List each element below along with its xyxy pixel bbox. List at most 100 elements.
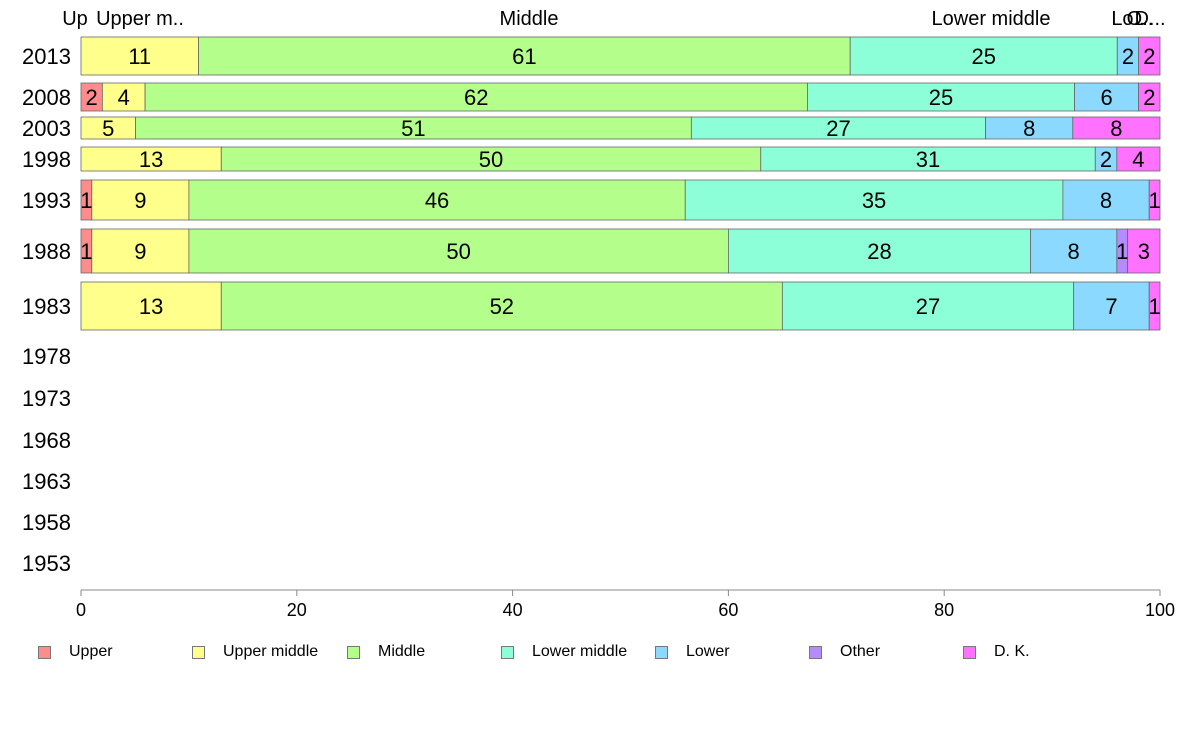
y-tick-label: 1998 <box>22 147 71 172</box>
bar-segment <box>1062 179 1150 221</box>
data-label: 2 <box>1100 147 1112 172</box>
data-label: 61 <box>512 44 536 69</box>
top-series-label: D... <box>1134 8 1165 30</box>
data-label: 27 <box>826 116 850 141</box>
bar-segment <box>80 36 199 76</box>
bar-segment <box>188 179 686 221</box>
bar-segment <box>1138 36 1161 76</box>
data-label: 35 <box>862 188 886 213</box>
data-label: 1 <box>1148 188 1160 213</box>
y-tick-label: 2003 <box>22 116 71 141</box>
legend-item: Lower middle <box>501 643 627 661</box>
y-tick-label: 1988 <box>22 239 71 264</box>
bar-segment <box>220 281 783 331</box>
data-label: 1 <box>80 239 92 264</box>
data-label: 2 <box>1143 44 1155 69</box>
y-tick-label: 1963 <box>22 469 71 494</box>
data-label: 31 <box>916 147 940 172</box>
data-label: 13 <box>139 147 163 172</box>
data-label: 8 <box>1100 188 1112 213</box>
bar-segment <box>1030 228 1118 274</box>
y-tick-label: 1953 <box>22 551 71 576</box>
data-label: 46 <box>425 188 449 213</box>
bar-segment <box>1073 281 1150 331</box>
legend-label: Other <box>840 643 881 660</box>
data-label: 13 <box>139 294 163 319</box>
data-label: 9 <box>134 239 146 264</box>
legend-swatch <box>655 645 668 659</box>
data-label: 8 <box>1068 239 1080 264</box>
bar-segment <box>91 228 190 274</box>
legend-swatch <box>192 645 205 659</box>
bar-segment <box>1127 228 1161 274</box>
y-tick-label: 1993 <box>22 188 71 213</box>
legend-swatch <box>347 645 360 659</box>
y-tick-label: 1958 <box>22 510 71 535</box>
data-label: 6 <box>1100 85 1112 110</box>
bar-segment <box>220 146 762 172</box>
x-tick-label: 0 <box>76 600 86 620</box>
x-tick-label: 20 <box>287 600 307 620</box>
legend-item: Lower <box>655 643 730 661</box>
top-series-label: Upper m.. <box>96 8 184 30</box>
bar-segment <box>144 82 808 112</box>
y-tick-label: 1983 <box>22 294 71 319</box>
bar-segment <box>728 228 1031 274</box>
legend-label: Middle <box>378 643 426 660</box>
bar-segment <box>1072 116 1161 140</box>
data-label: 4 <box>118 85 130 110</box>
legend-swatch <box>38 645 51 659</box>
legend-label: Upper middle <box>223 643 319 660</box>
bar-segment <box>1148 179 1161 221</box>
bar-segment <box>849 36 1118 76</box>
legend: Upper Upper middle Middle Lower middle Lower… <box>38 643 1138 663</box>
legend-item: Other <box>809 643 880 661</box>
data-label: 11 <box>128 44 151 69</box>
bar-segment <box>807 82 1075 112</box>
y-tick-label: 2013 <box>22 44 71 69</box>
data-label: 1 <box>1148 294 1160 319</box>
y-tick-label: 1978 <box>22 344 71 369</box>
data-label: 5 <box>102 116 114 141</box>
legend-item: Middle <box>347 643 425 661</box>
y-tick-label: 1973 <box>22 386 71 411</box>
legend-swatch <box>501 645 514 659</box>
data-label: 3 <box>1138 239 1150 264</box>
bar-segment <box>1148 281 1161 331</box>
top-series-label: O.. <box>1127 8 1154 30</box>
data-label: 1 <box>80 188 92 213</box>
data-label: 50 <box>479 147 503 172</box>
bar-segment <box>1138 82 1161 112</box>
legend-item: Upper <box>38 643 113 661</box>
data-label: 50 <box>446 239 470 264</box>
data-label: 4 <box>1132 147 1144 172</box>
top-series-label: Lower middle <box>932 8 1051 30</box>
legend-item: D. K. <box>963 643 1030 661</box>
data-label: 27 <box>916 294 940 319</box>
bar-segment <box>781 281 1075 331</box>
data-label: 1 <box>1116 239 1128 264</box>
x-tick-label: 80 <box>934 600 954 620</box>
x-tick-label: 40 <box>503 600 523 620</box>
data-label: 8 <box>1110 116 1122 141</box>
legend-swatch <box>963 645 976 659</box>
legend-label: Upper <box>69 643 113 660</box>
data-label: 2 <box>1143 85 1155 110</box>
legend-label: D. K. <box>994 643 1030 660</box>
x-tick-label: 100 <box>1145 600 1175 620</box>
legend-swatch <box>809 645 822 659</box>
top-series-label: Up <box>62 8 88 30</box>
top-series-label: Lo.. <box>1111 8 1144 30</box>
y-tick-label: 2008 <box>22 85 71 110</box>
data-label: 7 <box>1105 294 1117 319</box>
data-label: 25 <box>971 44 995 69</box>
data-label: 8 <box>1023 116 1035 141</box>
data-label: 9 <box>134 188 146 213</box>
data-label: 62 <box>464 85 488 110</box>
bar-segment <box>80 281 222 331</box>
bar-segment <box>1074 82 1140 112</box>
bar-segment <box>188 228 729 274</box>
y-tick-label: 1968 <box>22 428 71 453</box>
x-tick-label: 60 <box>718 600 738 620</box>
